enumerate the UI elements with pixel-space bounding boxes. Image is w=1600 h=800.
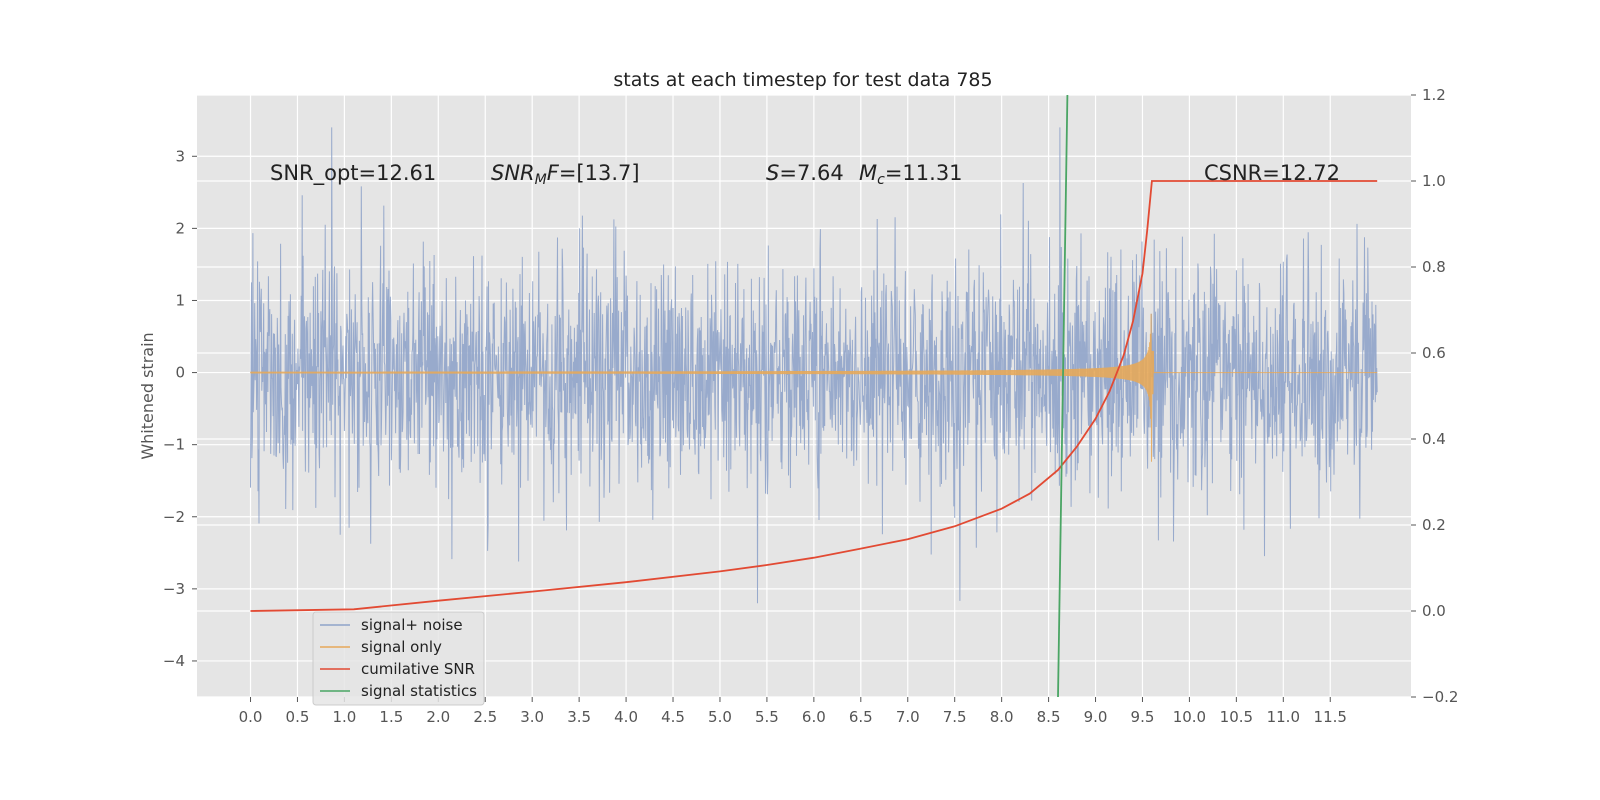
y2-tick-label: 1.0	[1422, 172, 1446, 190]
x-tick-label: 4.0	[614, 708, 638, 726]
signal-noise-line	[250, 127, 1378, 604]
x-tick-label: 1.0	[332, 708, 356, 726]
x-tick-label: 0.0	[239, 708, 263, 726]
x-tick-label: 4.5	[661, 708, 685, 726]
y-tick-label: 1	[175, 291, 185, 309]
x-tick-label: 9.0	[1084, 708, 1108, 726]
legend-box	[312, 611, 485, 706]
x-tick-label: 10.5	[1220, 708, 1253, 726]
annotation-snr-mf: SNRMF=[13.7]	[491, 161, 640, 188]
s-symbol: S	[766, 161, 779, 185]
annotation-csnr: CSNR=12.72	[1204, 161, 1340, 185]
signal-noise-series	[250, 127, 1378, 604]
snr-mf-f: F	[547, 161, 560, 185]
annotation-s: S=7.64	[766, 161, 844, 185]
x-tick-label: 6.5	[849, 708, 873, 726]
annotation-mc: Mc=11.31	[859, 161, 963, 188]
x-tick-label: 8.0	[990, 708, 1014, 726]
y2-tick-label: 0.6	[1422, 344, 1446, 362]
legend: signal+ noise signal only cumilative SNR…	[312, 611, 485, 706]
y-tick-label: 3	[175, 147, 185, 165]
x-tick-label: 7.5	[943, 708, 967, 726]
mc-value: =11.31	[885, 161, 963, 185]
x-tick-label: 0.5	[286, 708, 310, 726]
signal-only-series	[250, 313, 1378, 462]
signal-statistics-series	[1057, 94, 1069, 698]
y-axis-left: 3 2 1 0 −1 −2 −3 −4	[163, 147, 197, 670]
legend-label-signal-noise: signal+ noise	[361, 616, 463, 634]
signal-only-line	[250, 313, 1378, 462]
mc-subscript: c	[877, 172, 885, 188]
x-axis: 0.0 0.5 1.0 1.5 2.0 2.5 3.0 3.5 4.0 4.5 5.0 5.5 6.0 6…	[239, 697, 1347, 726]
snr-mf-symbol: SNR	[491, 161, 535, 185]
legend-label-signal-only: signal only	[361, 638, 442, 656]
x-tick-label: 5.5	[755, 708, 779, 726]
y2-tick-label: 0.8	[1422, 258, 1446, 276]
y-tick-label: 2	[175, 219, 185, 237]
cumulative-snr-series	[250, 180, 1378, 612]
chart-title: stats at each timestep for test data 785	[613, 69, 992, 91]
x-tick-label: 6.0	[802, 708, 826, 726]
x-tick-label: 2.0	[426, 708, 450, 726]
x-tick-label: 3.0	[520, 708, 544, 726]
x-tick-label: 2.5	[473, 708, 497, 726]
y-axis-label: Whitened strain	[138, 332, 157, 459]
y-tick-label: −3	[163, 580, 185, 598]
x-tick-label: 5.0	[708, 708, 732, 726]
x-tick-label: 9.5	[1131, 708, 1155, 726]
x-tick-label: 10.0	[1173, 708, 1206, 726]
y-tick-label: −2	[163, 508, 185, 526]
legend-label-signal-statistics: signal statistics	[361, 682, 477, 700]
y-tick-label: −1	[163, 436, 185, 454]
s-value: =7.64	[779, 161, 843, 185]
x-tick-label: 7.0	[896, 708, 920, 726]
mc-symbol: M	[859, 161, 877, 185]
y-tick-label: −4	[163, 652, 185, 670]
x-tick-label: 11.0	[1267, 708, 1300, 726]
y2-tick-label: 0.0	[1422, 602, 1446, 620]
snr-mf-subscript: M	[535, 172, 547, 188]
annotation-snr-opt: SNR_opt=12.61	[270, 161, 436, 186]
y-tick-label: 0	[175, 364, 185, 382]
legend-label-cumulative-snr: cumilative SNR	[361, 660, 475, 678]
snr-mf-value: =[13.7]	[559, 161, 640, 185]
y2-tick-label: 0.4	[1422, 430, 1446, 448]
x-tick-label: 3.5	[567, 708, 591, 726]
annotations: SNR_opt=12.61 SNRMF=[13.7] S=7.64 Mc=11.…	[270, 161, 1340, 188]
y2-tick-label: 1.2	[1422, 86, 1446, 104]
x-tick-label: 11.5	[1314, 708, 1347, 726]
y2-tick-label: −0.2	[1422, 688, 1458, 706]
cumulative-snr-line	[250, 180, 1378, 612]
signal-statistics-line	[1057, 94, 1069, 698]
x-tick-label: 8.5	[1037, 708, 1061, 726]
y-axis-right: 1.2 1.0 0.8 0.6 0.4 0.2 0.0 −0.2	[1411, 86, 1458, 706]
x-tick-label: 1.5	[379, 708, 403, 726]
y2-tick-label: 0.2	[1422, 516, 1446, 534]
